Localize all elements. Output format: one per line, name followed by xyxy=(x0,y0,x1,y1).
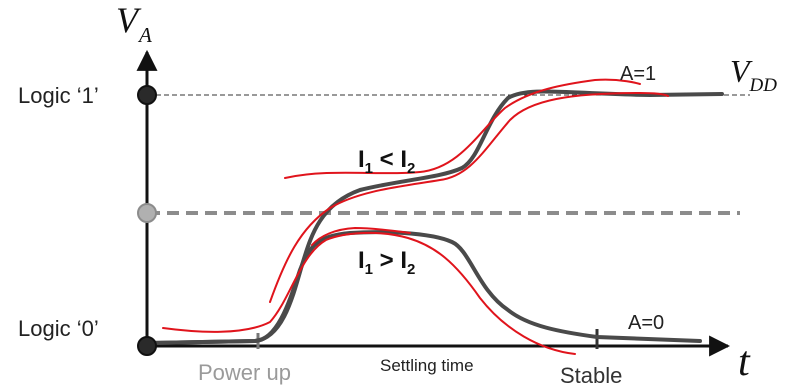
lower-relation: I1 > I2 xyxy=(358,247,415,278)
logic1-label: Logic ‘1’ xyxy=(18,83,99,108)
curve-a0 xyxy=(148,230,702,345)
x-axis-title: t xyxy=(738,339,751,385)
midpoint-dot xyxy=(137,203,157,223)
curve-a1 xyxy=(148,89,724,345)
upper-relation: I1 < I2 xyxy=(358,146,415,177)
a1-label: A=1 xyxy=(620,63,656,85)
power-up-label: Power up xyxy=(198,360,291,385)
stable-label: Stable xyxy=(560,363,622,388)
logic0-dot xyxy=(137,336,157,356)
settling-time-label: Settling time xyxy=(380,356,474,375)
logic0-label: Logic ‘0’ xyxy=(18,316,99,341)
y-axis-title: VA xyxy=(116,0,152,47)
a0-label: A=0 xyxy=(628,312,664,334)
vdd-label: VDD xyxy=(730,53,777,96)
sketch-a1 xyxy=(269,91,669,303)
logic1-dot xyxy=(137,85,157,105)
sketch-a0-upper xyxy=(311,226,411,246)
sketch-a1-stroke xyxy=(284,78,641,179)
sketch-a0 xyxy=(162,231,576,355)
